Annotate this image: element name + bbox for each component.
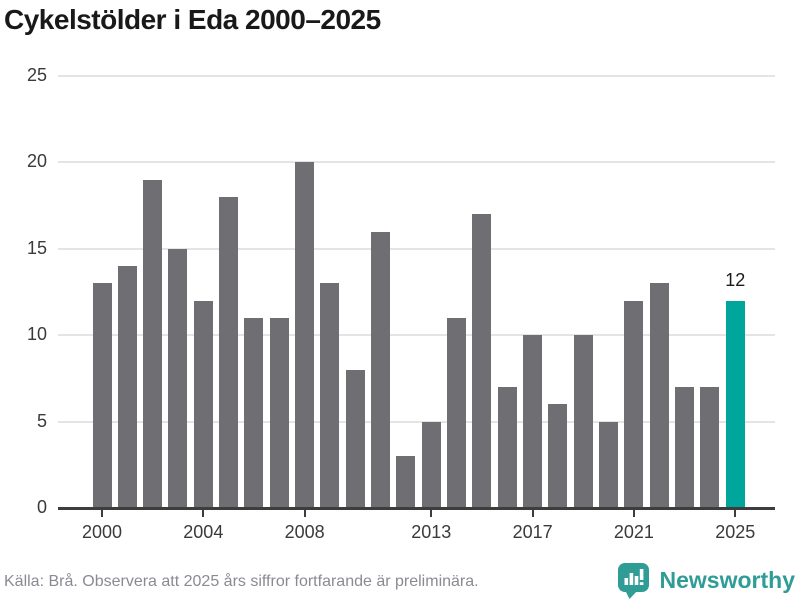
- x-axis-label-2021: 2021: [613, 522, 654, 542]
- y-axis-label-5: 5: [36, 410, 47, 431]
- bar-2023: [675, 387, 695, 508]
- bar-2014: [447, 317, 467, 508]
- source-note: Källa: Brå. Observera att 2025 års siffr…: [4, 573, 479, 590]
- bar-2018: [548, 404, 568, 508]
- x-axis-label-2000: 2000: [81, 522, 123, 542]
- bar-2005: [219, 196, 239, 508]
- bar-2020: [599, 421, 619, 508]
- y-axis-label-20: 20: [26, 151, 47, 172]
- chart-title: Cykelstölder i Eda 2000–2025: [4, 4, 381, 35]
- x-axis-label-2004: 2004: [183, 522, 224, 542]
- bar-2009: [320, 283, 340, 508]
- x-tick-2000: [101, 510, 103, 517]
- newsworthy-logo-text: Newsworthy: [659, 566, 795, 593]
- bar-2024: [700, 387, 720, 508]
- y-axis-label-25: 25: [26, 65, 47, 85]
- x-axis-line: [58, 507, 775, 510]
- y-axis-label-10: 10: [26, 324, 47, 345]
- x-tick-2025: [734, 510, 737, 517]
- bar-2004: [193, 300, 213, 508]
- bar-2017: [523, 335, 543, 508]
- bar-2011: [371, 231, 391, 508]
- plot-area: 12 2000 2004 2008 2013 2017 2021 2025: [58, 75, 775, 542]
- bar-2025: [725, 300, 745, 508]
- x-axis-label-2013: 2013: [411, 522, 452, 542]
- x-tick-2021: [632, 510, 635, 517]
- x-tick-2004: [202, 510, 205, 517]
- bar-2016: [497, 387, 517, 508]
- gridline-15: [58, 247, 775, 250]
- x-axis-label-2017: 2017: [512, 522, 553, 542]
- bar-2006: [244, 317, 264, 508]
- bar-2008: [295, 162, 315, 508]
- bar-2012: [396, 456, 416, 508]
- bar-2010: [345, 369, 365, 508]
- bar-2007: [269, 317, 289, 508]
- gridline-5: [58, 420, 775, 423]
- bar-2013: [421, 421, 441, 508]
- x-tick-2013: [430, 510, 433, 517]
- bar-2019: [573, 335, 593, 508]
- x-tick-2008: [303, 510, 306, 517]
- x-axis-label-2025: 2025: [715, 522, 756, 542]
- x-axis-label-2008: 2008: [284, 522, 325, 542]
- bar-2001: [117, 266, 137, 508]
- bar-2000: [92, 283, 112, 508]
- bar-2015: [472, 214, 492, 508]
- bar-2021: [624, 300, 644, 508]
- y-axis-label-15: 15: [26, 237, 47, 258]
- gridline-10: [58, 334, 775, 337]
- highlight-value-label: 12: [725, 269, 746, 290]
- bar-2003: [168, 248, 188, 508]
- x-tick-2017: [531, 510, 534, 517]
- bar-2022: [649, 283, 669, 508]
- newsworthy-logo: Newsworthy: [615, 560, 795, 600]
- gridline-25: [58, 75, 775, 77]
- y-axis-label-0: 0: [36, 497, 47, 517]
- bar-2002: [143, 179, 163, 508]
- newsworthy-logo-icon: [617, 563, 649, 599]
- gridline-20: [58, 161, 775, 164]
